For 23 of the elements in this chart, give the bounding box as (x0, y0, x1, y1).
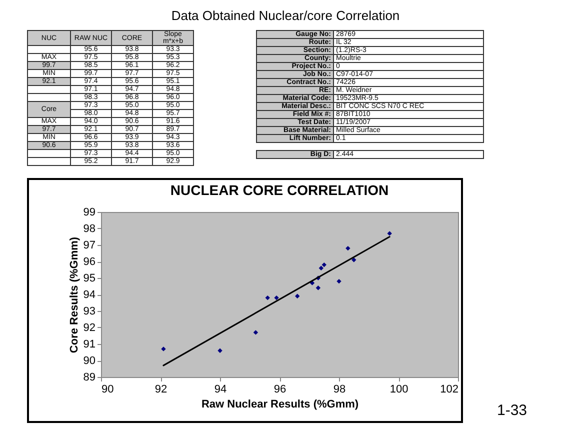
chart-title: NUCLEAR CORE CORRELATION (170, 182, 389, 198)
x-tick-label: 102 (440, 384, 458, 396)
y-tick-label: 92 (83, 322, 96, 334)
y-tick-label: 97 (83, 240, 96, 252)
x-tick-label: 100 (390, 384, 408, 396)
x-tick-label: 92 (154, 384, 168, 396)
text: 1-33 (497, 402, 528, 419)
y-axis-title: Core Results (%Gmm) (68, 236, 80, 354)
y-tick-label: 95 (83, 272, 96, 284)
x-tick-label: 94 (214, 384, 227, 396)
y-tick-label: 89 (83, 372, 96, 384)
y-tick-label: 93 (83, 306, 96, 318)
x-tick-label: 98 (333, 384, 346, 396)
x-tick-label: 90 (102, 384, 114, 396)
y-tick-label: 90 (83, 355, 96, 367)
y-tick-label: 96 (83, 256, 96, 268)
x-axis-title: Raw Nuclear Results (%Gmm) (201, 398, 359, 410)
y-tick-label: 98 (83, 223, 96, 235)
y-tick-label: 99 (83, 206, 96, 218)
y-tick-label: 94 (83, 289, 96, 301)
x-tick-label: 96 (274, 384, 286, 396)
text: Data Obtained Nuclear/core Correlation (170, 8, 401, 23)
y-tick-label: 91 (83, 338, 96, 350)
